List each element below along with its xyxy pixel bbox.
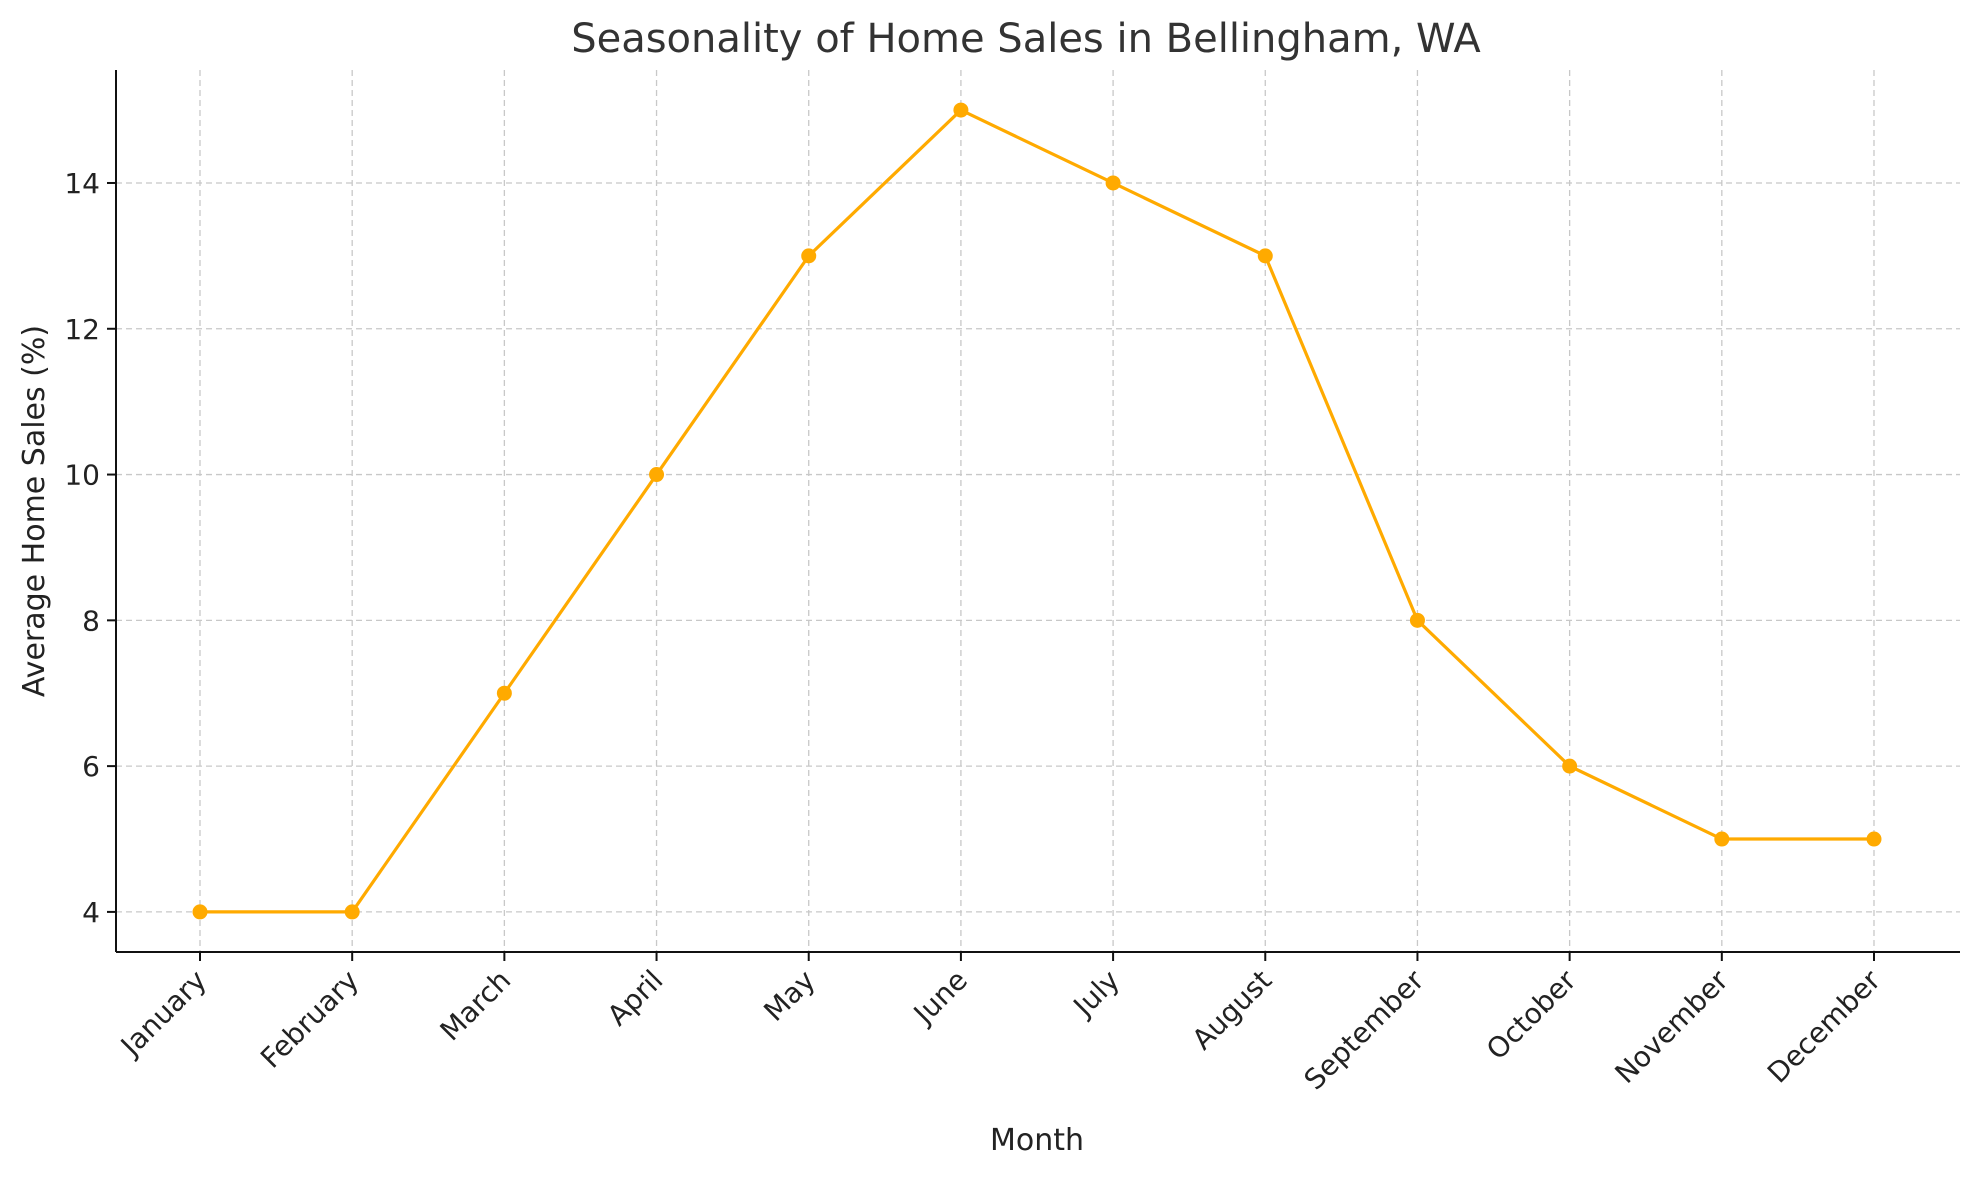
y-tick-label: 6	[82, 750, 100, 783]
series-line	[198, 108, 1876, 914]
data-point	[344, 904, 360, 920]
x-tick-label: July	[1066, 964, 1126, 1024]
x-tick-label: May	[757, 964, 821, 1028]
axes	[115, 70, 1960, 953]
x-tick-label: August	[1186, 964, 1279, 1057]
x-tick-label: September	[1298, 963, 1431, 1096]
data-point	[1562, 758, 1578, 774]
x-tick-label: February	[254, 964, 365, 1075]
data-point	[1105, 175, 1121, 191]
x-tick-label: June	[906, 964, 974, 1032]
x-tick-label: April	[601, 964, 670, 1033]
y-axis-label: Average Home Sales (%)	[17, 325, 52, 697]
y-tick-label: 8	[82, 604, 100, 637]
data-point	[1714, 831, 1730, 847]
data-point	[801, 248, 817, 264]
data-point	[1409, 612, 1425, 628]
x-ticks: January February March April May June July Augu…	[113, 952, 1887, 1096]
data-point	[953, 102, 969, 118]
x-axis-label: Month	[990, 1123, 1084, 1158]
data-point	[1866, 831, 1882, 847]
y-tick-label: 4	[82, 896, 100, 929]
data-point	[192, 904, 208, 920]
y-ticks: 4 6 8 10 12 14	[64, 167, 116, 929]
grid	[116, 70, 1960, 952]
data-point	[1257, 248, 1273, 264]
data-point	[496, 685, 512, 701]
y-tick-label: 14	[64, 167, 100, 200]
x-tick-label: March	[434, 964, 518, 1048]
x-tick-label: November	[1608, 963, 1735, 1090]
x-tick-label: December	[1761, 963, 1887, 1089]
y-tick-label: 10	[64, 459, 100, 492]
x-tick-label: January	[113, 964, 213, 1064]
y-tick-label: 12	[64, 313, 100, 346]
x-tick-label: October	[1480, 963, 1583, 1066]
data-point	[649, 467, 665, 483]
chart-title: Seasonality of Home Sales in Bellingham,…	[571, 16, 1481, 62]
series	[192, 102, 1882, 920]
